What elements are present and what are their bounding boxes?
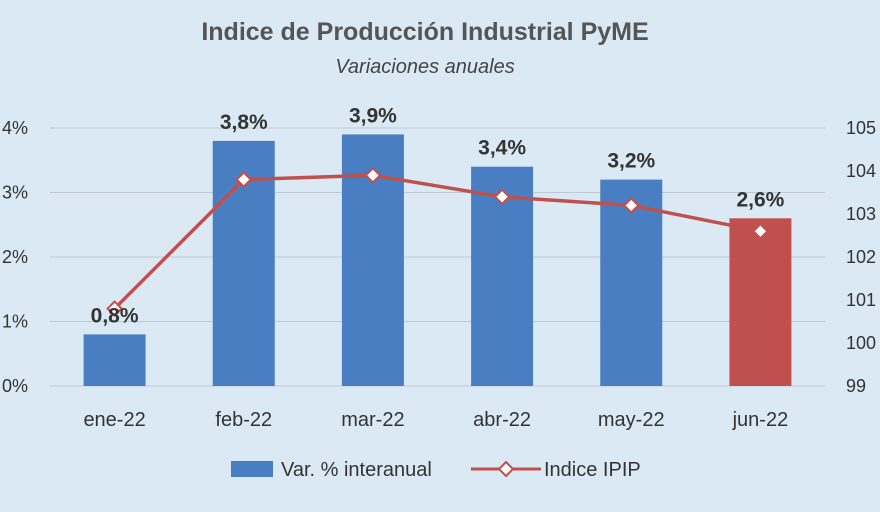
legend-bar-label: Var. % interanual xyxy=(281,459,432,481)
y-right-tick-label: 100 xyxy=(846,333,876,353)
line-series-path xyxy=(113,173,761,310)
y-right-tick-label: 103 xyxy=(846,204,876,224)
legend-bar-swatch xyxy=(231,461,273,477)
y-right-tick-label: 104 xyxy=(846,161,876,181)
bar-data-label: 3,8% xyxy=(220,111,268,134)
bar-data-label: 3,2% xyxy=(607,150,655,173)
bar xyxy=(83,334,146,386)
x-tick-label: ene-22 xyxy=(83,409,145,431)
chart-subtitle: Variaciones anuales xyxy=(335,56,514,78)
x-tick-label: may-22 xyxy=(598,409,665,431)
bar xyxy=(600,179,663,386)
line-point xyxy=(235,171,253,189)
y-left-tick-label: 2% xyxy=(2,247,28,267)
bar-data-label: 0,8% xyxy=(91,304,139,327)
x-tick-label: mar-22 xyxy=(341,409,404,431)
legend-marker-icon xyxy=(497,460,515,478)
bar xyxy=(729,218,792,386)
y-right-tick-label: 102 xyxy=(846,247,876,267)
x-tick-label: feb-22 xyxy=(215,409,272,431)
y-left-tick-label: 3% xyxy=(2,183,28,203)
y-right-tick-label: 99 xyxy=(846,376,866,396)
right-axis: 99 100 101 102 103 104 105 xyxy=(846,118,876,396)
legend: Var. % interanual Indice IPIP xyxy=(231,459,641,481)
line-point xyxy=(622,196,640,214)
bar-data-label: 3,4% xyxy=(478,137,526,160)
line-point xyxy=(493,188,511,206)
data-labels: 0,8% 3,8% 3,9% 3,4% 3,2% 2,6% xyxy=(91,104,785,327)
y-left-tick-label: 4% xyxy=(2,118,28,138)
x-tick-label: jun-22 xyxy=(732,409,789,431)
line-point xyxy=(752,222,769,240)
y-left-tick-label: 1% xyxy=(2,312,28,332)
category-axis: ene-22 feb-22 mar-22 abr-22 may-22 jun-22 xyxy=(83,409,788,431)
bar-data-label: 3,9% xyxy=(349,104,397,127)
line-point xyxy=(106,300,123,318)
line-point xyxy=(364,166,382,184)
legend-line-label: Indice IPIP xyxy=(544,459,641,481)
left-axis: 0% 1% 2% 3% 4% xyxy=(2,118,28,396)
x-tick-label: abr-22 xyxy=(473,409,531,431)
gridlines xyxy=(50,127,825,387)
y-right-tick-label: 105 xyxy=(846,118,876,138)
bar-data-label: 2,6% xyxy=(736,188,784,211)
line-series xyxy=(106,166,769,318)
bar-series xyxy=(83,134,792,386)
chart-title: Indice de Producción Industrial PyME xyxy=(201,18,648,46)
y-right-tick-label: 101 xyxy=(846,290,876,310)
y-left-tick-label: 0% xyxy=(2,376,28,396)
